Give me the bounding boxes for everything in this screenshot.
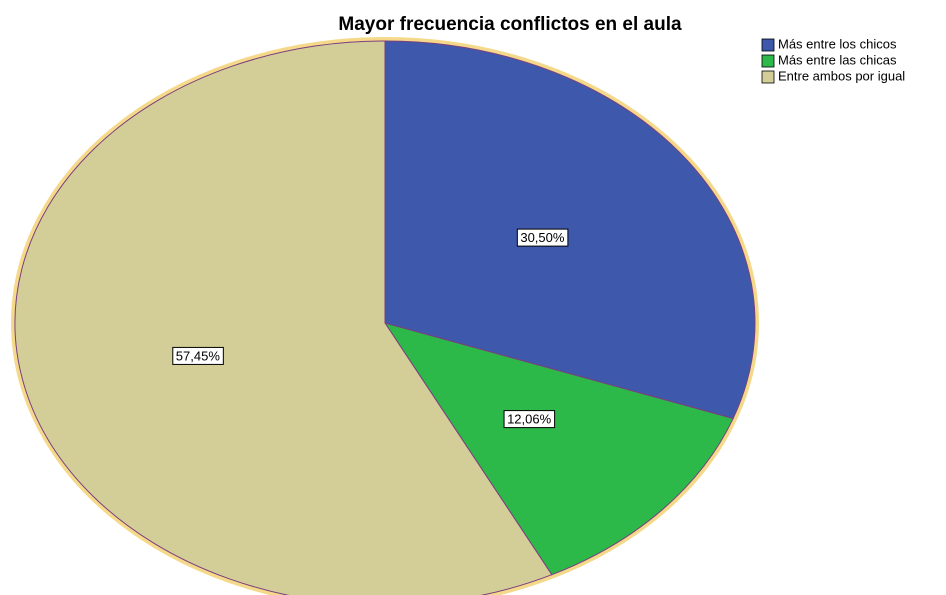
pie-outline xyxy=(11,37,759,595)
pie-slice xyxy=(383,322,734,576)
value-label: 12,06% xyxy=(507,412,552,427)
pie-slice xyxy=(14,40,553,595)
pie-slice xyxy=(384,40,756,420)
value-label-box xyxy=(172,346,224,365)
legend-swatch xyxy=(761,38,775,52)
legend-swatch xyxy=(761,54,775,68)
legend-label: Más entre las chicas xyxy=(778,52,897,67)
legend-swatch xyxy=(761,70,775,84)
value-label-box xyxy=(516,228,569,247)
value-label-group: 30,50% xyxy=(516,228,569,247)
legend-label: Entre ambos por igual xyxy=(778,68,905,83)
value-label-box xyxy=(503,410,556,429)
value-label: 30,50% xyxy=(520,230,565,245)
chart-title: Mayor frecuencia conflictos en el aula xyxy=(338,14,682,35)
value-label-group: 12,06% xyxy=(503,410,556,429)
legend-label: Más entre los chicos xyxy=(778,36,897,51)
value-label: 57,45% xyxy=(176,348,221,363)
value-label-group: 57,45% xyxy=(172,346,224,365)
